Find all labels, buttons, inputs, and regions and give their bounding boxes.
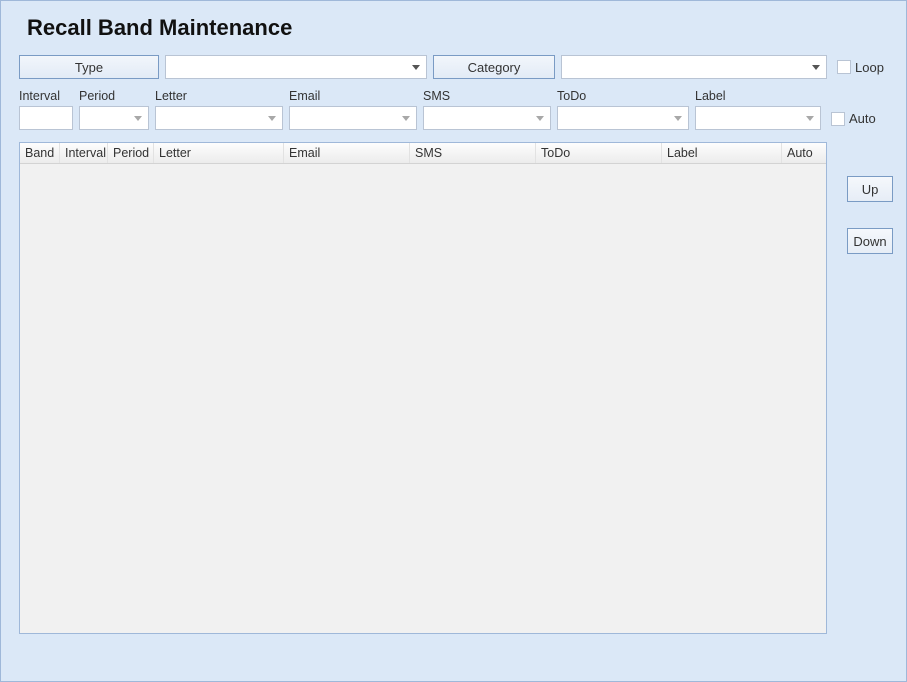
todo-field: ToDo — [557, 89, 689, 130]
todo-label: ToDo — [557, 89, 689, 103]
period-label: Period — [79, 89, 149, 103]
col-letter[interactable]: Letter — [154, 143, 284, 163]
email-label: Email — [289, 89, 417, 103]
letter-field: Letter — [155, 89, 283, 130]
sms-label: SMS — [423, 89, 551, 103]
page-title: Recall Band Maintenance — [27, 15, 888, 41]
recall-band-maintenance-panel: Recall Band Maintenance Type Category Lo… — [0, 0, 907, 682]
letter-label: Letter — [155, 89, 283, 103]
col-auto[interactable]: Auto — [782, 143, 826, 163]
label-field: Label — [695, 89, 821, 130]
interval-input[interactable] — [19, 106, 73, 130]
sms-field: SMS — [423, 89, 551, 130]
col-interval[interactable]: Interval — [60, 143, 108, 163]
loop-label: Loop — [855, 60, 884, 75]
up-button[interactable]: Up — [847, 176, 893, 202]
type-button[interactable]: Type — [19, 55, 159, 79]
col-todo[interactable]: ToDo — [536, 143, 662, 163]
sms-combobox[interactable] — [423, 106, 551, 130]
auto-checkbox-wrap: Auto — [831, 111, 876, 126]
col-label[interactable]: Label — [662, 143, 782, 163]
type-combobox[interactable] — [165, 55, 427, 79]
todo-combobox[interactable] — [557, 106, 689, 130]
category-combobox[interactable] — [561, 55, 827, 79]
down-button[interactable]: Down — [847, 228, 893, 254]
loop-checkbox-wrap: Loop — [837, 60, 884, 75]
label-combobox[interactable] — [695, 106, 821, 130]
auto-label: Auto — [849, 111, 876, 126]
band-table-header: Band Interval Period Letter Email SMS To… — [20, 143, 826, 164]
col-sms[interactable]: SMS — [410, 143, 536, 163]
label-label: Label — [695, 89, 821, 103]
period-combobox[interactable] — [79, 106, 149, 130]
email-field: Email — [289, 89, 417, 130]
reorder-buttons: Up Down — [847, 176, 893, 254]
interval-field: Interval — [19, 89, 73, 130]
col-period[interactable]: Period — [108, 143, 154, 163]
loop-checkbox[interactable] — [837, 60, 851, 74]
letter-combobox[interactable] — [155, 106, 283, 130]
col-band[interactable]: Band — [20, 143, 60, 163]
col-email[interactable]: Email — [284, 143, 410, 163]
category-button[interactable]: Category — [433, 55, 555, 79]
interval-label: Interval — [19, 89, 73, 103]
period-field: Period — [79, 89, 149, 130]
type-category-row: Type Category Loop — [19, 55, 888, 79]
auto-checkbox[interactable] — [831, 112, 845, 126]
band-entry-row: Interval Period Letter Email SMS ToDo La… — [19, 89, 888, 130]
email-combobox[interactable] — [289, 106, 417, 130]
band-table[interactable]: Band Interval Period Letter Email SMS To… — [19, 142, 827, 634]
